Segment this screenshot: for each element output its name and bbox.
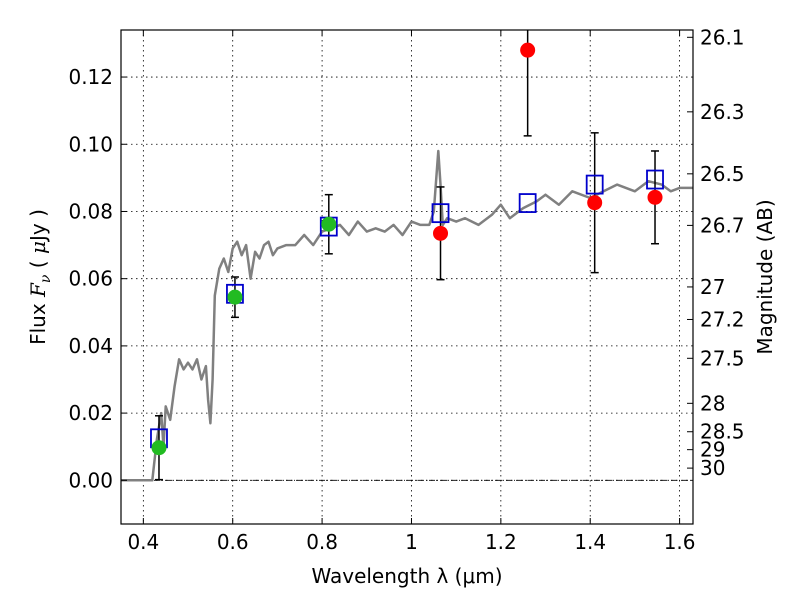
- green-data-point: [321, 216, 337, 232]
- red-data-point: [647, 189, 663, 205]
- model-band-flux-square: [431, 203, 450, 224]
- x-axis-label: Wavelength λ (μm): [311, 564, 502, 588]
- y-tick-label: 0.00: [68, 468, 113, 492]
- y2-axis-label: Magnitude (AB): [753, 199, 777, 354]
- mag-tick-label: 26.3: [700, 100, 745, 124]
- x-tick-label: 1: [405, 530, 418, 554]
- mag-tick-label: 27: [700, 275, 725, 299]
- mag-tick-label: 27.2: [700, 307, 745, 331]
- y-tick-label: 0.02: [68, 401, 113, 425]
- mag-tick-label: 26.5: [700, 162, 745, 186]
- red-data-point: [520, 42, 536, 58]
- grid-lines: [121, 30, 693, 524]
- green-data-point: [227, 289, 243, 305]
- model-band-flux-square: [585, 174, 604, 195]
- mag-tick-label: 27.5: [700, 346, 745, 370]
- mag-tick-label: 28: [700, 391, 725, 415]
- model-band-flux-square: [518, 193, 537, 213]
- red-data-point: [433, 225, 449, 241]
- x-tick-label: 0.4: [127, 530, 159, 554]
- x-tick-label: 1.2: [485, 530, 517, 554]
- mag-tick-label: 30: [700, 456, 725, 480]
- axis-ticks: 0.4 0.6 0.8 1 1.2 1.4 1.6 0.00 0.02 0.04 0.06 0.08 0…: [68, 25, 744, 554]
- plot-area: [121, 30, 693, 482]
- red-data-point: [587, 195, 603, 211]
- y-tick-label: 0.12: [68, 65, 113, 89]
- model-sed-line: [121, 149, 693, 482]
- y-tick-label: 0.06: [68, 267, 113, 291]
- mag-tick-label: 29: [700, 438, 725, 462]
- model-band-flux-square: [646, 169, 664, 190]
- x-tick-label: 0.6: [217, 530, 249, 554]
- green-data-point: [151, 440, 167, 456]
- x-tick-label: 0.8: [306, 530, 338, 554]
- plot-frame: [120, 29, 694, 525]
- y-tick-label: 0.04: [68, 334, 113, 358]
- y-tick-label: 0.10: [68, 132, 113, 156]
- y-axis-label: Flux Fν ( μJy ): [26, 209, 54, 345]
- mag-tick-label: 26.7: [700, 213, 745, 237]
- mag-tick-label: 26.1: [700, 25, 745, 49]
- mag-tick-label: 28.5: [700, 420, 745, 444]
- x-tick-label: 1.6: [664, 530, 696, 554]
- x-tick-label: 1.4: [574, 530, 606, 554]
- y-tick-label: 0.08: [68, 199, 113, 223]
